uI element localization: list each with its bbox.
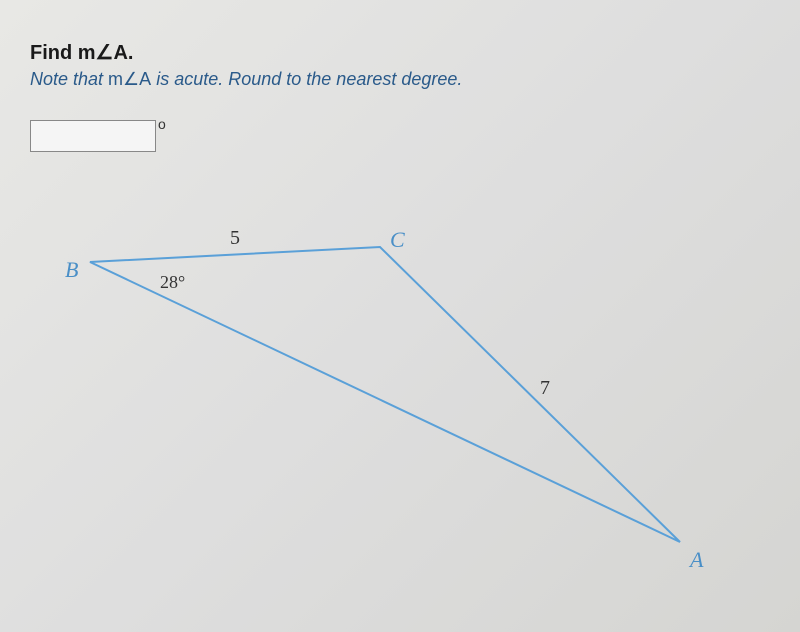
angle-label-b: 28° (160, 272, 185, 293)
question-line-2: Note that m∠A is acute. Round to the nea… (30, 69, 770, 90)
triangle-svg (30, 192, 730, 592)
answer-input[interactable] (30, 120, 156, 152)
q2-var: m∠A (108, 69, 151, 89)
vertex-label-b: B (65, 257, 78, 283)
question-line-1: Find m∠A. (30, 40, 770, 65)
q1-suffix: . (128, 42, 134, 64)
q1-var: m∠A (78, 42, 128, 64)
q2-prefix: Note that (30, 69, 108, 89)
triangle-diagram: B C A 5 7 28° (30, 192, 730, 592)
degree-unit: o (158, 116, 166, 132)
side-label-bc: 5 (230, 227, 240, 250)
vertex-label-a: A (690, 547, 703, 573)
q1-prefix: Find (30, 42, 78, 64)
q2-suffix: is acute. Round to the nearest degree. (151, 69, 462, 89)
vertex-label-c: C (390, 227, 405, 253)
side-label-ca: 7 (540, 377, 550, 400)
answer-input-row: o (30, 120, 770, 152)
